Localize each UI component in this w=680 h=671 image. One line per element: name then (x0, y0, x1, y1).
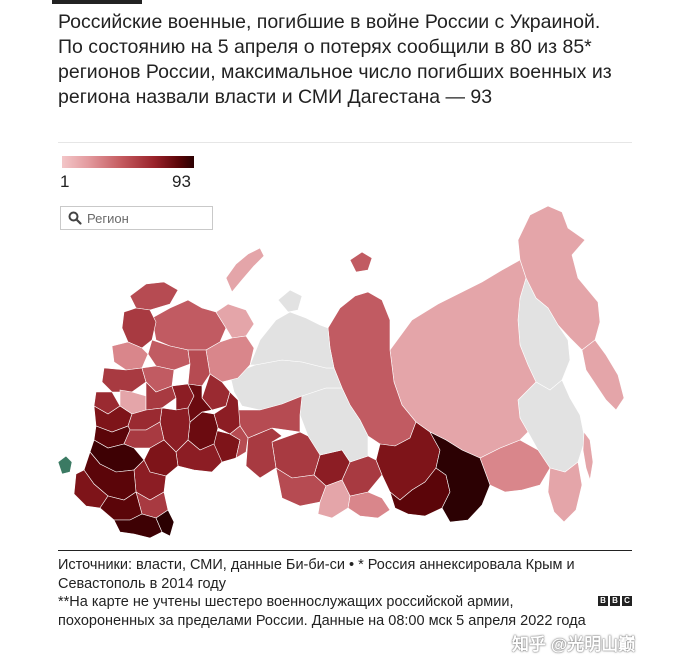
region-zabaykalsky[interactable] (429, 431, 491, 523)
region-murmansk[interactable] (129, 281, 179, 311)
region-arkhangelsk[interactable] (151, 299, 227, 351)
search-input[interactable] (83, 210, 207, 226)
legend-min-label: 1 (60, 172, 70, 191)
region-tatarstan-udmurtia[interactable] (183, 383, 213, 423)
map-title: Российские военные, погибшие в войне Рос… (58, 11, 612, 108)
region-khabarovsk[interactable] (517, 379, 586, 473)
region-crimea[interactable] (57, 455, 73, 475)
top-bar (52, 0, 142, 4)
bbc-logo: B B C (598, 596, 632, 606)
region-primorye[interactable] (547, 461, 583, 523)
bbc-logo-letter: C (622, 596, 632, 606)
region-severnaya-zemlya[interactable] (349, 251, 373, 273)
region-dagestan[interactable] (155, 509, 175, 537)
region-orenburg[interactable] (175, 439, 223, 473)
region-nenets[interactable] (215, 303, 255, 339)
region-vladimir-ivanovo[interactable] (145, 381, 177, 411)
divider (58, 142, 632, 143)
legend-max-label: 93 (172, 172, 191, 191)
region-kirov[interactable] (187, 349, 211, 387)
region-vologda[interactable] (147, 339, 191, 371)
region-search[interactable] (60, 206, 213, 230)
sources-line: Источники: власти, СМИ, данные Би-би-си … (58, 557, 575, 592)
search-icon (68, 211, 82, 225)
region-yamal[interactable] (249, 311, 335, 369)
bbc-logo-letter: B (610, 596, 620, 606)
region-pskov-novgorod[interactable] (101, 367, 147, 393)
footnote-line: **На карте не учтены шестеро военнослужа… (58, 594, 586, 629)
color-scale-legend (62, 156, 194, 168)
bbc-logo-letter: B (598, 596, 608, 606)
sources-footnote: Источники: власти, СМИ, данные Би-би-си … (58, 556, 598, 630)
region-sakhalin[interactable] (582, 431, 594, 481)
region-omsk[interactable] (245, 427, 283, 479)
region-leningrad[interactable] (111, 341, 149, 371)
zhihu-watermark: 知乎 @光明山巅 (512, 635, 636, 654)
region-gydan[interactable] (277, 289, 303, 313)
region-altai-republic[interactable] (317, 479, 351, 519)
russia-map (57, 205, 625, 539)
region-kamchatka[interactable] (581, 339, 625, 411)
region-tuva[interactable] (347, 491, 391, 519)
region-kurgan[interactable] (229, 425, 249, 459)
region-novaya-zemlya[interactable] (225, 247, 265, 293)
sources-divider (58, 550, 632, 551)
